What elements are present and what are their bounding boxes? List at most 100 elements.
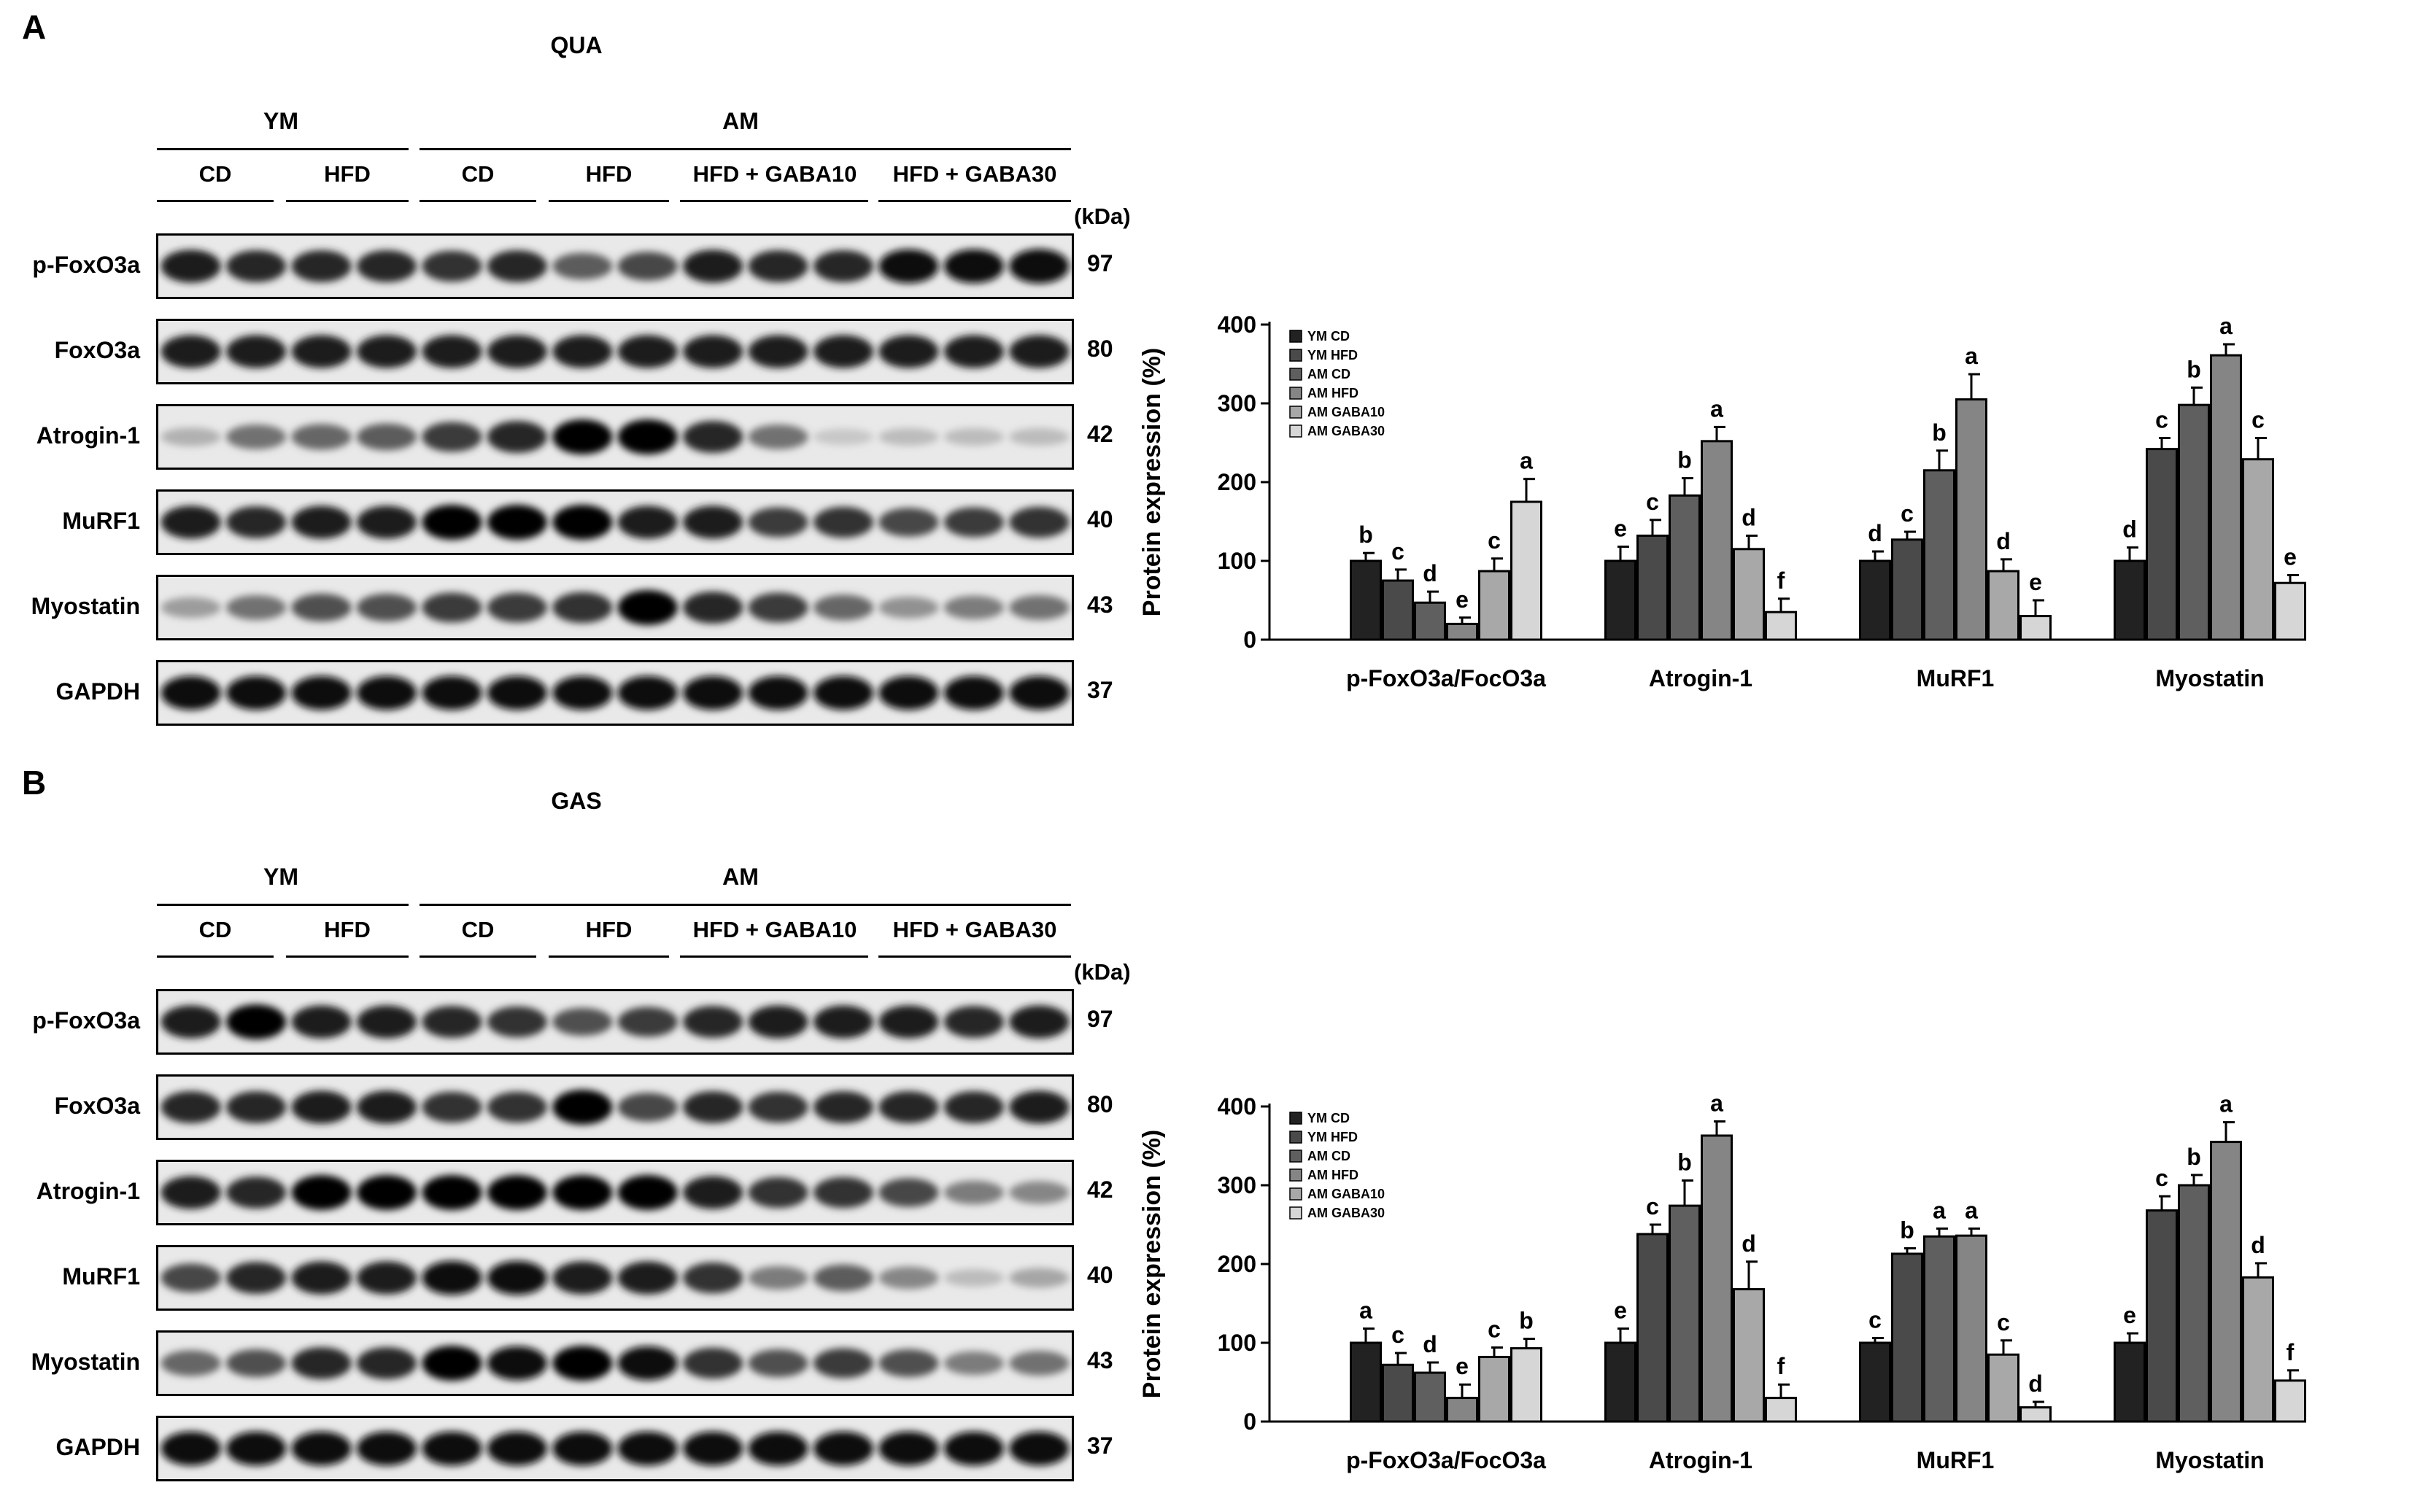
blot-band xyxy=(683,1262,743,1294)
blot-band xyxy=(226,250,287,282)
blot-band xyxy=(356,593,417,622)
y-tick-label: 400 xyxy=(1218,1093,1256,1120)
diet-line xyxy=(420,955,536,958)
bar xyxy=(1923,469,1955,641)
significance-letter: a xyxy=(2219,1091,2233,1117)
y-tick-label: 100 xyxy=(1218,548,1256,574)
blot-band xyxy=(878,1349,939,1378)
bar xyxy=(2242,458,2274,641)
significance-letter: d xyxy=(1742,504,1756,530)
blot-band xyxy=(748,1005,808,1039)
blot-band xyxy=(1009,1090,1070,1124)
blot-band xyxy=(1009,1268,1070,1288)
blot-band xyxy=(878,1266,939,1290)
significance-letter: f xyxy=(1777,1353,1785,1379)
bar xyxy=(1350,559,1382,641)
y-tick-label: 0 xyxy=(1243,627,1256,653)
group-label-ym: YM xyxy=(263,864,298,890)
blot-band xyxy=(356,1005,417,1039)
legend-entry: YM HFD xyxy=(1307,348,1358,363)
bar xyxy=(1859,1341,1891,1423)
blot-band xyxy=(683,1091,743,1123)
legend-entry: YM HFD xyxy=(1307,1130,1358,1144)
bar-chart: Protein expression (%)0100200300400bcdec… xyxy=(1138,311,2306,691)
group-line-am xyxy=(420,904,1071,906)
blot-band xyxy=(422,422,482,452)
blot-band xyxy=(617,252,678,281)
blot-band xyxy=(1009,506,1070,538)
y-tick-label: 200 xyxy=(1218,469,1256,495)
blot-strip xyxy=(156,404,1074,470)
blot-strip xyxy=(156,233,1074,299)
blot-band xyxy=(291,1261,352,1295)
blot-band xyxy=(617,335,678,368)
blot-band xyxy=(748,1431,808,1466)
blot-band xyxy=(161,675,221,710)
bar xyxy=(1733,548,1765,641)
molecular-weight: 80 xyxy=(1087,1091,1113,1117)
blot-band xyxy=(813,1091,874,1123)
significance-letter: e xyxy=(1456,1353,1469,1379)
legend-entry: AM GABA10 xyxy=(1307,405,1385,419)
significance-letter: e xyxy=(1614,1298,1627,1324)
blot-band xyxy=(683,335,743,368)
blot-band xyxy=(943,1268,1004,1287)
blot-band xyxy=(161,1431,221,1466)
blot-band xyxy=(291,1175,352,1210)
blot-band xyxy=(487,1346,547,1381)
blot-band xyxy=(226,424,287,449)
blot-band xyxy=(487,1431,547,1466)
blot-band xyxy=(617,1175,678,1210)
blot-band xyxy=(552,419,613,454)
blot-strip xyxy=(156,575,1074,640)
molecular-weight: 37 xyxy=(1087,677,1113,703)
blot-strip xyxy=(156,489,1074,555)
blot-band xyxy=(943,427,1004,446)
significance-letter: d xyxy=(1742,1230,1756,1257)
blot-band xyxy=(748,507,808,538)
blot-band xyxy=(161,597,221,619)
diet-line xyxy=(157,955,274,958)
blot-band xyxy=(552,335,613,368)
blot-band xyxy=(943,1180,1004,1205)
blot-band xyxy=(161,427,221,446)
significance-letter: b xyxy=(2187,1144,2201,1170)
blot-band xyxy=(422,1175,482,1210)
legend-entry: AM HFD xyxy=(1307,1168,1358,1182)
blot-band xyxy=(813,1348,874,1379)
significance-letter: c xyxy=(1646,489,1659,515)
blot-band xyxy=(1009,1351,1070,1376)
blot-band xyxy=(161,1091,221,1123)
blot-band xyxy=(552,1007,613,1036)
blot-band xyxy=(356,675,417,710)
significance-letter: e xyxy=(2123,1302,2136,1328)
significance-letter: b xyxy=(2187,356,2201,382)
y-tick-label: 300 xyxy=(1218,390,1256,416)
blot-band xyxy=(748,1349,808,1378)
bar xyxy=(1987,570,2019,641)
band-label: Myostatin xyxy=(31,1349,140,1375)
band-label: Atrogin-1 xyxy=(36,1178,140,1204)
significance-letter: b xyxy=(1932,419,1947,446)
blot-band xyxy=(813,335,874,368)
blot-band xyxy=(226,1004,287,1039)
x-category-label: Myostatin xyxy=(2155,1447,2264,1473)
legend-swatch xyxy=(1289,368,1302,381)
blot-band xyxy=(748,335,808,368)
blot-band xyxy=(617,1261,678,1295)
bar xyxy=(2019,1406,2052,1423)
blot-band xyxy=(552,1346,613,1381)
bar xyxy=(1955,398,1987,641)
blot-band xyxy=(161,1176,221,1209)
blot-band xyxy=(813,1005,874,1039)
blot-band xyxy=(683,1431,743,1466)
significance-letter: c xyxy=(1391,538,1404,565)
blot-band xyxy=(226,1176,287,1209)
blot-band xyxy=(422,592,482,623)
blot-band xyxy=(813,594,874,621)
group-label-ym: YM xyxy=(263,108,298,134)
bar xyxy=(2178,1184,2210,1423)
blot-band xyxy=(1009,1005,1070,1039)
significance-letter: a xyxy=(1710,395,1723,422)
